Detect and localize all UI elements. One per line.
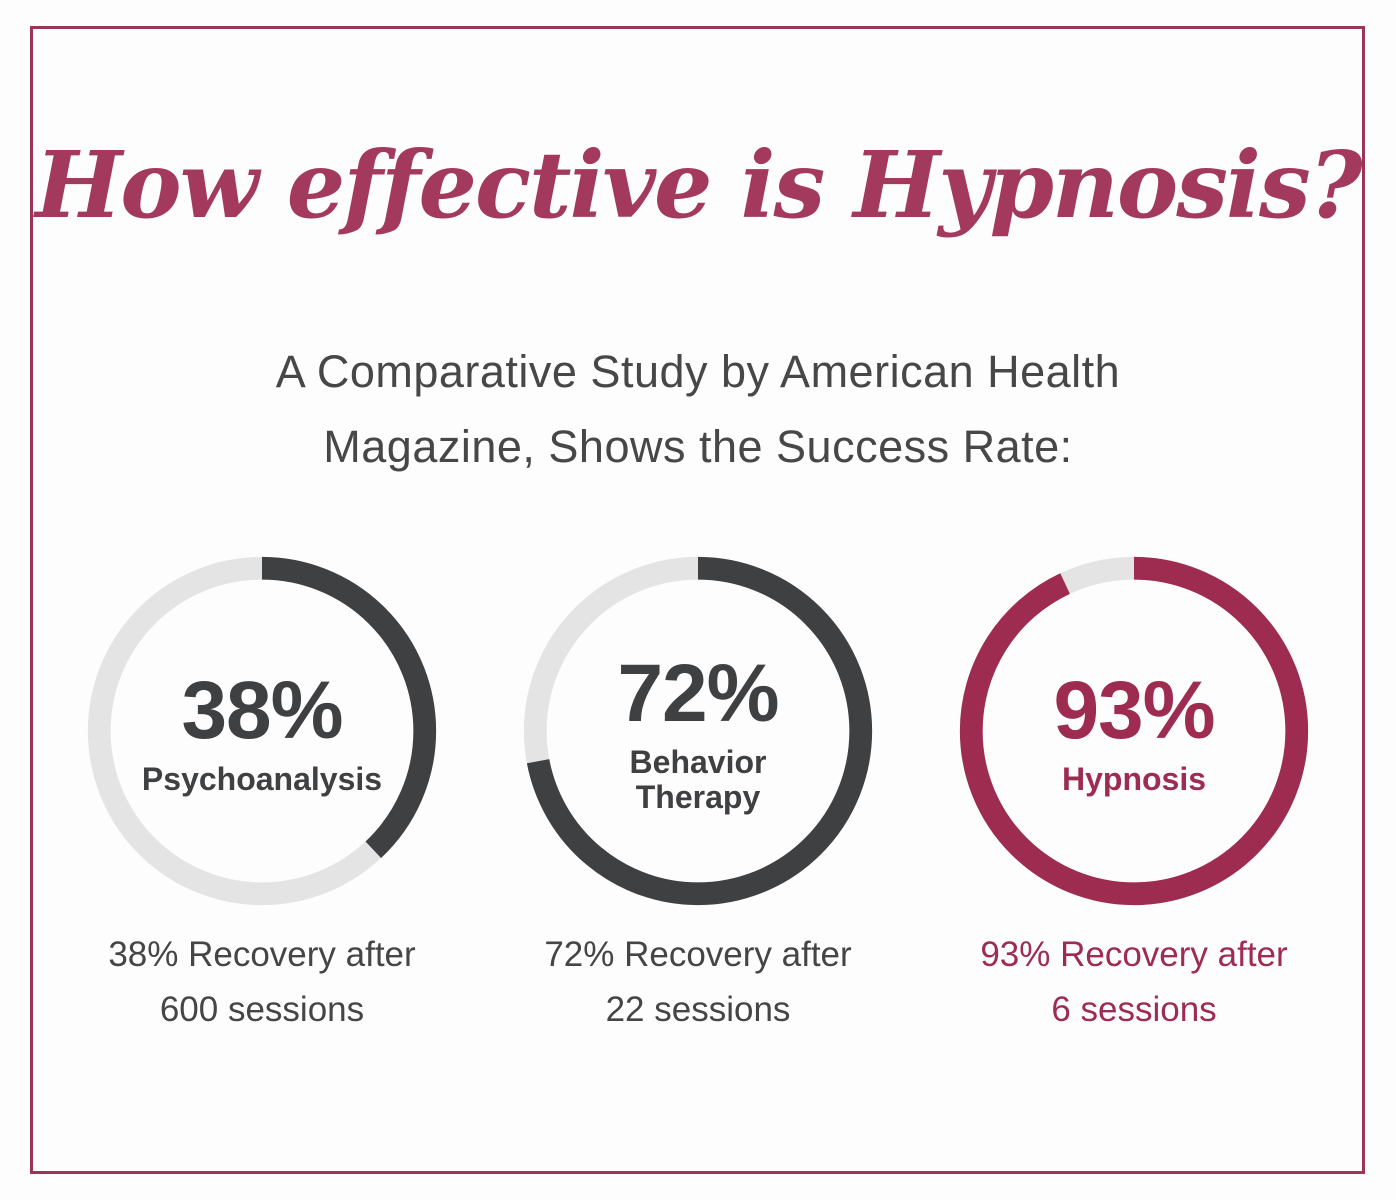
donut-caption: 38% Recovery after 600 sessions [108,928,415,1037]
donut-ring-svg [87,557,437,906]
donut-percent-value: 93% [1053,665,1215,757]
subtitle-line-2: Magazine, Shows the Success Rate: [323,420,1073,472]
donut-center-text: 93% Hypnosis [959,556,1309,906]
donut-percent-value: 38% [181,665,343,757]
donut-column-hypnosis: 93% Hypnosis 93% Recovery after 6 sessio… [953,556,1315,1037]
donut-label: Psychoanalysis [142,762,382,798]
donut-label-line-1: Behavior [629,743,767,780]
donut-ring-svg [959,557,1309,906]
donut-chart-hypnosis: 93% Hypnosis [959,556,1309,906]
donut-center-text: 72% Behavior Therapy [523,556,873,906]
main-title: How effective is Hypnosis? [35,131,1362,239]
donut-column-psychoanalysis: 38% Psychoanalysis 38% Recovery after 60… [81,556,443,1037]
donut-caption: 93% Recovery after 6 sessions [980,928,1287,1037]
donut-caption: 72% Recovery after 22 sessions [544,928,851,1037]
donut-value-arc [523,557,873,906]
subtitle: A Comparative Study by American Health M… [276,335,1120,484]
donut-percent-value: 72% [617,647,779,739]
donut-charts-row: 38% Psychoanalysis 38% Recovery after 60… [81,556,1315,1037]
donut-label-line-2: Therapy [635,779,761,816]
donut-center-text: 38% Psychoanalysis [87,556,437,906]
caption-line-1: 93% Recovery after [980,935,1288,975]
donut-column-behavior-therapy: 72% Behavior Therapy 72% Recovery after … [517,556,879,1037]
caption-line-2: 6 sessions [1051,989,1217,1029]
donut-chart-psychoanalysis: 38% Psychoanalysis [87,556,437,906]
donut-label-line-1: Hypnosis [1061,761,1207,798]
caption-line-1: 72% Recovery after [544,935,852,975]
donut-label-line-1: Psychoanalysis [141,761,383,798]
donut-value-arc [959,557,1309,906]
donut-value-arc [87,557,437,906]
donut-label: Hypnosis [1062,762,1206,798]
donut-label: Behavior Therapy [629,743,767,817]
donut-chart-behavior-therapy: 72% Behavior Therapy [523,556,873,906]
donut-ring-svg [523,557,873,906]
caption-line-2: 22 sessions [605,989,791,1029]
subtitle-line-1: A Comparative Study by American Health [275,346,1121,397]
caption-line-1: 38% Recovery after [108,935,416,975]
caption-line-2: 600 sessions [159,989,365,1029]
